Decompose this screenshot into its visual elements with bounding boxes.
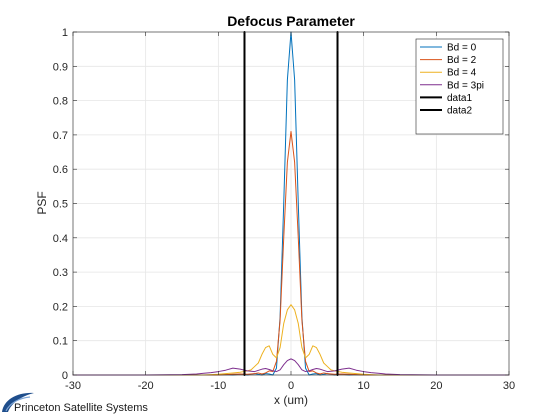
y-tick-label: 0.6 [53, 164, 68, 176]
x-tick-label: -20 [138, 380, 154, 392]
legend: Bd = 0Bd = 2 Bd = 4Bd = 3pi data1 data2 [415, 38, 504, 135]
series-line-bd-3pi [72, 358, 510, 376]
x-tick-label: 10 [358, 380, 370, 392]
princeton-satellite-systems-logo [2, 392, 34, 412]
y-tick-label: 0.1 [53, 336, 68, 348]
x-tick-label: -30 [65, 380, 81, 392]
ticks [72, 31, 510, 376]
y-tick-label: 0 [62, 370, 68, 382]
logo-swoosh-icon [2, 392, 34, 412]
logo-swoosh-highlight-icon [5, 396, 31, 412]
y-tick-label: 0.5 [53, 199, 68, 211]
legend-box [415, 38, 504, 135]
y-tick-label: 0.4 [53, 233, 68, 245]
legend-label: data1 [447, 93, 472, 104]
company-name: Princeton Satellite Systems [14, 402, 148, 414]
legend-label: Bd = 0 [447, 43, 477, 54]
x-tick-label: 0 [288, 380, 294, 392]
x-tick-label: 20 [430, 380, 442, 392]
series-line-bd-4 [72, 304, 510, 376]
y-tick-label: 1 [62, 27, 68, 39]
x-tick-label: -10 [210, 380, 226, 392]
y-tick-label: 0.7 [53, 130, 68, 142]
y-tick-label: 0.9 [53, 61, 68, 73]
legend-label: Bd = 4 [447, 68, 477, 79]
tick-labels: -30 -20 -10 0 10 20 30 0 0.1 0.2 0.3 0.4 0.5 0.6 0.7 0.… [53, 27, 515, 392]
legend-items: Bd = 0Bd = 2 Bd = 4Bd = 3pi data1 data2 [420, 43, 484, 117]
legend-label: Bd = 2 [447, 55, 477, 66]
x-axis-label: x (um) [274, 393, 308, 407]
y-axis-label: PSF [35, 191, 49, 214]
x-tick-label: 30 [503, 380, 515, 392]
footer: Princeton Satellite Systems [2, 392, 148, 414]
series-line-bd-2 [72, 130, 510, 376]
y-tick-label: 0.2 [53, 301, 68, 313]
y-tick-label: 0.8 [53, 96, 68, 108]
legend-label: data2 [447, 106, 472, 117]
legend-label: Bd = 3pi [447, 80, 484, 91]
y-tick-label: 0.3 [53, 267, 68, 279]
chart-title: Defocus Parameter [227, 13, 355, 29]
